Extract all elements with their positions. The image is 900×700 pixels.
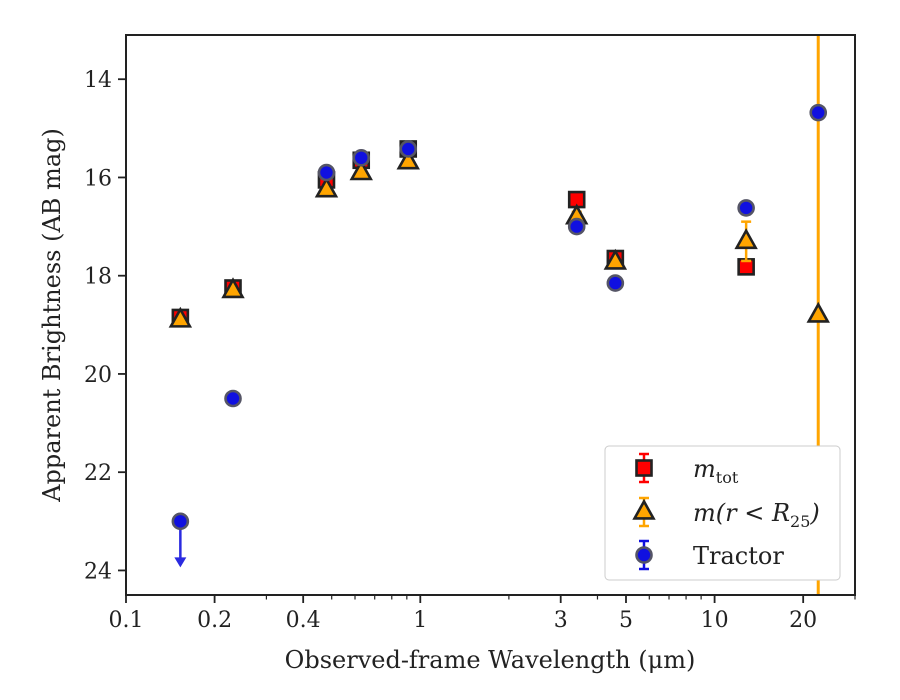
series-square (171, 140, 755, 327)
data-point-circle (224, 389, 242, 408)
x-tick-label: 1 (413, 608, 427, 633)
data-point-circle (317, 163, 336, 182)
data-point-triangle (734, 228, 758, 250)
y-tick-label: 14 (84, 68, 112, 93)
x-axis-label: Observed-frame Wavelength (μm) (285, 646, 696, 674)
y-tick-label: 20 (84, 363, 112, 388)
data-point-circle (567, 217, 586, 236)
y-tick-label: 18 (84, 265, 112, 290)
data-point-circle (737, 199, 755, 217)
series-circle (171, 103, 828, 568)
plot-frame (125, 34, 856, 596)
data-point-triangle (221, 277, 245, 299)
data-point-circle (399, 140, 418, 158)
data-point-circle (809, 103, 828, 122)
legend-marker-square (635, 459, 653, 477)
axis-ticks: 0.1 0.2 0.4 1 3 5 10 20 14 16 18 20 22 24 (84, 68, 856, 633)
plot-area (168, 35, 830, 595)
x-tick-label: 5 (619, 608, 633, 633)
series-triangle (168, 148, 830, 328)
x-tick-label: 10 (701, 608, 729, 633)
y-axis-label: Apparent Brightness (AB mag) (38, 128, 66, 503)
x-tick-label: 0.2 (197, 608, 232, 633)
legend-marker-triangle (632, 498, 656, 520)
data-point-circle (171, 512, 190, 531)
data-point-triangle (603, 248, 628, 270)
legend-label: Tractor (693, 542, 784, 570)
legend-marker-circle (635, 546, 653, 564)
y-tick-label: 22 (84, 461, 112, 486)
x-tick-label: 3 (554, 608, 568, 633)
data-point-triangle (168, 306, 193, 328)
x-tick-label: 0.4 (286, 608, 321, 633)
legend-box (604, 445, 841, 581)
x-tick-label: 0.1 (109, 608, 144, 633)
data-point-circle (352, 149, 371, 167)
upper-limit-arrow-head (174, 557, 187, 568)
legend-label: m(r < R25) (693, 499, 820, 531)
data-point-triangle (314, 176, 339, 198)
y-tick-label: 24 (84, 559, 112, 584)
legend: mtot m(r < R25) Tractor (604, 445, 841, 581)
data-point-circle (606, 274, 625, 292)
data-point-triangle (349, 159, 373, 181)
x-tick-label: 20 (789, 608, 817, 633)
data-point-triangle (396, 148, 420, 170)
legend-label: mtot (693, 455, 739, 487)
data-point-triangle (806, 301, 830, 323)
y-tick-label: 16 (84, 166, 112, 191)
